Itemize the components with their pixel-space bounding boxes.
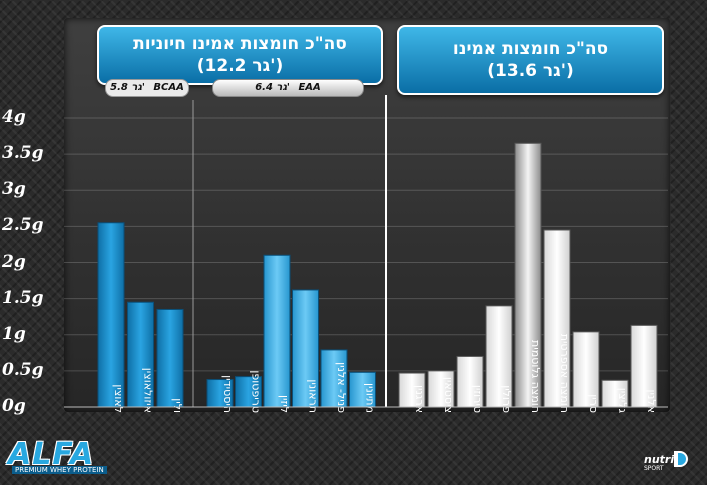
bar-non_essential-8: [630, 324, 658, 408]
y-tick-label: 0.5g: [2, 359, 44, 380]
x-tick-label-eaa-4: פניל- אלנין: [335, 362, 348, 413]
essential-amino-banner: סה"כ חומצות אמינו חיוניות (12.2 גר'): [97, 25, 383, 85]
bar-non_essential-5: [543, 229, 571, 408]
x-tick-label-non_essential-0: ארגנין: [413, 385, 426, 413]
bar-eaa-2: [263, 254, 291, 408]
y-tick-label: 1.5g: [2, 287, 44, 308]
bcaa-name: BCAA: [153, 82, 184, 93]
y-tick-label: 3g: [2, 179, 26, 200]
bcaa-pill: 5.8 גר' BCAA: [105, 79, 189, 97]
brand-name: nutri: [644, 453, 675, 466]
total-amino-total: (13.6 גר'): [487, 61, 574, 81]
x-tick-label-non_essential-5: חומצה אספרטית: [558, 334, 571, 413]
total-amino-banner: סה"כ חומצות אמינו (13.6 גר'): [397, 25, 664, 95]
x-tick-label-eaa-0: היסטידין: [221, 375, 234, 413]
bar-eaa-1: [235, 376, 262, 408]
bar-non_essential-3: [485, 305, 513, 408]
bar-bcaa-2: [156, 308, 184, 408]
bar-eaa-0: [206, 379, 234, 408]
brand-d-icon: [674, 451, 688, 467]
x-tick-label-non_essential-2: טירוזין: [471, 385, 484, 413]
bar-non_essential-1: [427, 370, 455, 408]
bar-non_essential-2: [456, 355, 484, 408]
bar-bcaa-1: [127, 301, 154, 408]
y-tick-label: 2g: [2, 251, 26, 272]
y-tick-label: 2.5g: [2, 215, 44, 236]
eaa-name: EAA: [298, 82, 321, 93]
y-tick-label: 1g: [2, 323, 26, 344]
y-tick-label: 0g: [2, 396, 26, 416]
x-tick-label-non_essential-3: פרולין: [500, 385, 513, 413]
eaa-pill: 6.4 גר' EAA: [212, 79, 364, 97]
x-tick-label-bcaa-1: איזולאוצין: [142, 368, 155, 413]
bar-non_essential-0: [398, 372, 426, 408]
eaa-amount: 6.4 גר': [255, 82, 290, 93]
bar-bcaa-0: [97, 222, 125, 408]
essential-amino-total: (12.2 גר'): [196, 56, 284, 76]
x-tick-label-bcaa-0: לאוצין: [112, 384, 125, 413]
essential-amino-title: סה"כ חומצות אמינו חיוניות: [133, 34, 347, 54]
x-tick-label-non_essential-8: אלנין: [645, 390, 658, 413]
x-tick-label-eaa-2: ליזין: [278, 395, 291, 413]
x-tick-label-non_essential-6: סרין: [587, 394, 600, 413]
brand-sub: SPORT: [644, 465, 664, 472]
bar-non_essential-4: [514, 142, 542, 408]
logo-name: ALFA: [8, 437, 95, 472]
x-tick-label-non_essential-1: ציסטאין: [442, 377, 455, 413]
logo-tagline: PREMIUM WHEY PROTEIN: [12, 466, 107, 474]
bar-eaa-4: [320, 349, 348, 408]
alfa-logo: ALFA PREMIUM WHEY PROTEIN: [8, 440, 108, 476]
x-tick-label-non_essential-7: גליצין: [616, 388, 629, 414]
bar-eaa-3: [292, 289, 319, 408]
bar-eaa-5: [349, 371, 376, 408]
x-tick-label-eaa-5: מתיונין: [364, 383, 377, 413]
x-tick-label-bcaa-2: ולין: [171, 398, 184, 413]
x-tick-label-non_essential-4: חומצה גלוטמית: [529, 340, 542, 413]
bcaa-amount: 5.8 גר': [110, 82, 145, 93]
nutri-sport-logo: nutri SPORT: [644, 451, 694, 475]
y-tick-label: 3.5g: [2, 143, 44, 164]
x-tick-label-eaa-3: תראונין: [307, 379, 320, 413]
total-amino-title: סה"כ חומצות אמינו: [452, 39, 609, 59]
y-tick-label: 4g: [2, 107, 26, 127]
x-tick-label-eaa-1: טריפטופן: [250, 370, 263, 413]
